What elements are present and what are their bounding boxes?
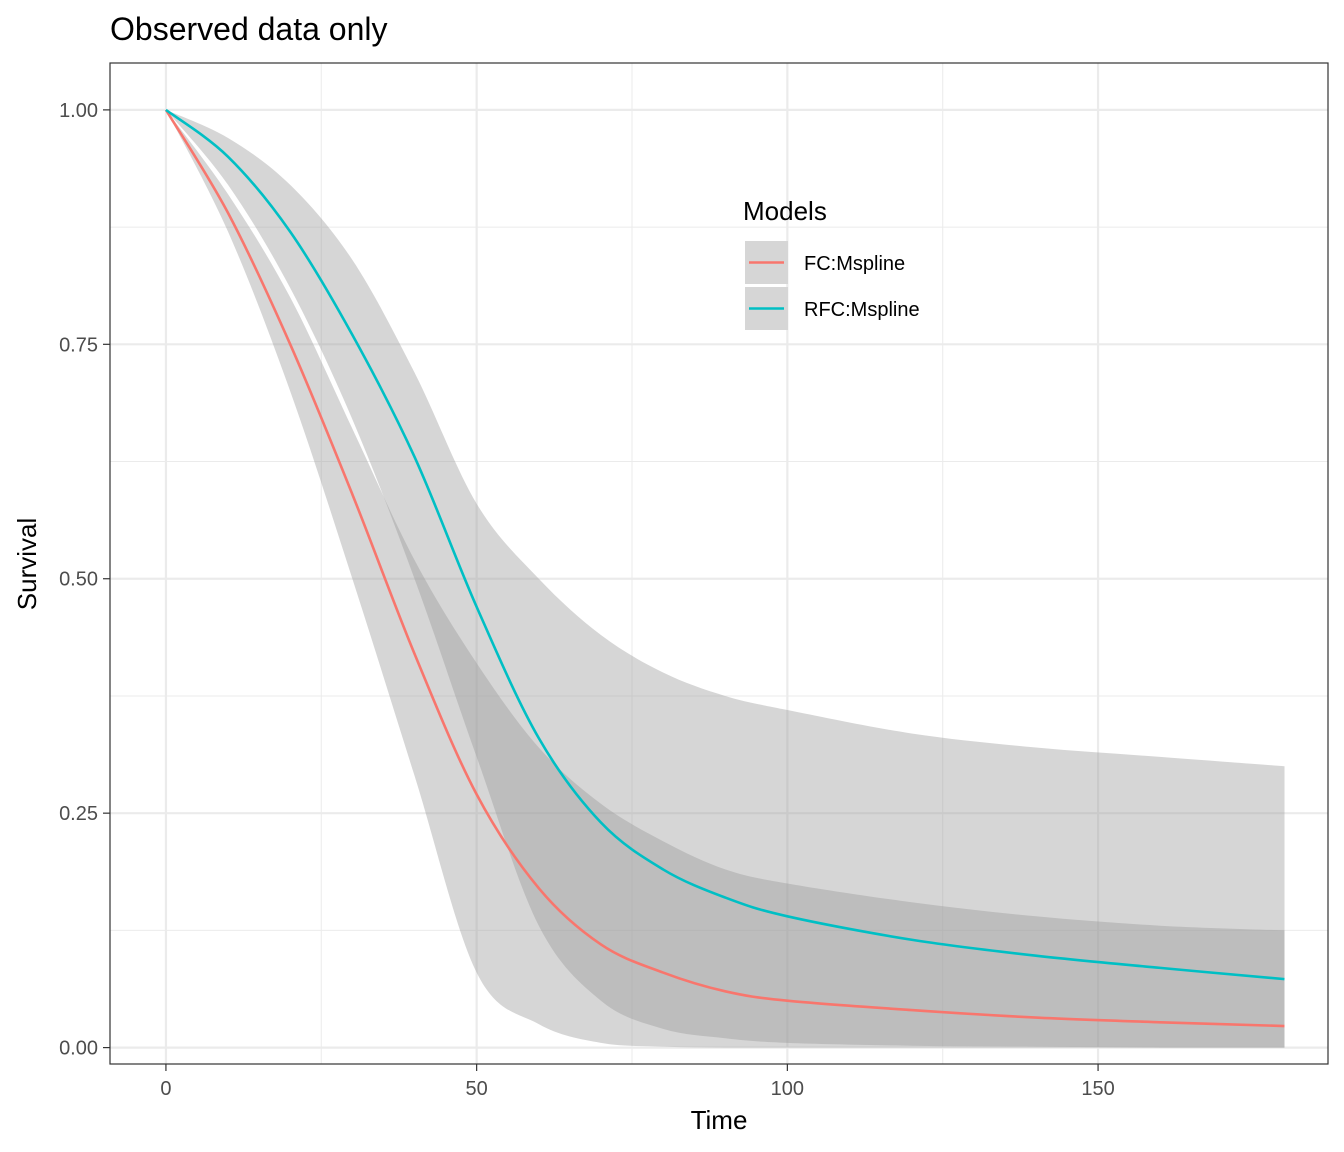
x-axis: 0 50 100 150 — [160, 1064, 1115, 1100]
y-tick-label: 1.00 — [59, 100, 98, 122]
legend: Models FC:Mspline RFC:Mspline — [743, 196, 920, 330]
series-line-rfc-mspline — [165, 108, 1285, 981]
y-tick-label: 0.75 — [59, 334, 98, 356]
legend-label: RFC:Mspline — [804, 299, 920, 321]
x-axis-title: Time — [691, 1105, 748, 1135]
y-tick-label: 0.25 — [59, 803, 98, 825]
series-lines — [164, 108, 1285, 1028]
y-axis: 0.00 0.25 0.50 0.75 1.00 — [59, 100, 110, 1060]
minor-grid — [110, 63, 1328, 1064]
x-tick-label: 150 — [1081, 1078, 1114, 1100]
major-grid — [110, 63, 1328, 1064]
x-tick-label: 100 — [771, 1078, 804, 1100]
series-line-fc-mspline — [164, 109, 1285, 1028]
legend-label: FC:Mspline — [804, 253, 905, 275]
legend-title: Models — [743, 196, 827, 226]
plot-background — [110, 63, 1328, 1064]
confidence-ribbons — [165, 109, 1285, 1048]
y-axis-title: Survival — [12, 518, 42, 610]
chart-title: Observed data only — [110, 11, 388, 47]
x-tick-label: 0 — [160, 1078, 171, 1100]
ribbon-rfc-mspline — [165, 109, 1285, 1048]
plot-border — [109, 62, 1329, 1065]
x-tick-label: 50 — [466, 1078, 488, 1100]
ribbon-fc-mspline — [165, 109, 1285, 1048]
y-tick-label: 0.50 — [59, 569, 98, 591]
y-tick-label: 0.00 — [59, 1038, 98, 1060]
